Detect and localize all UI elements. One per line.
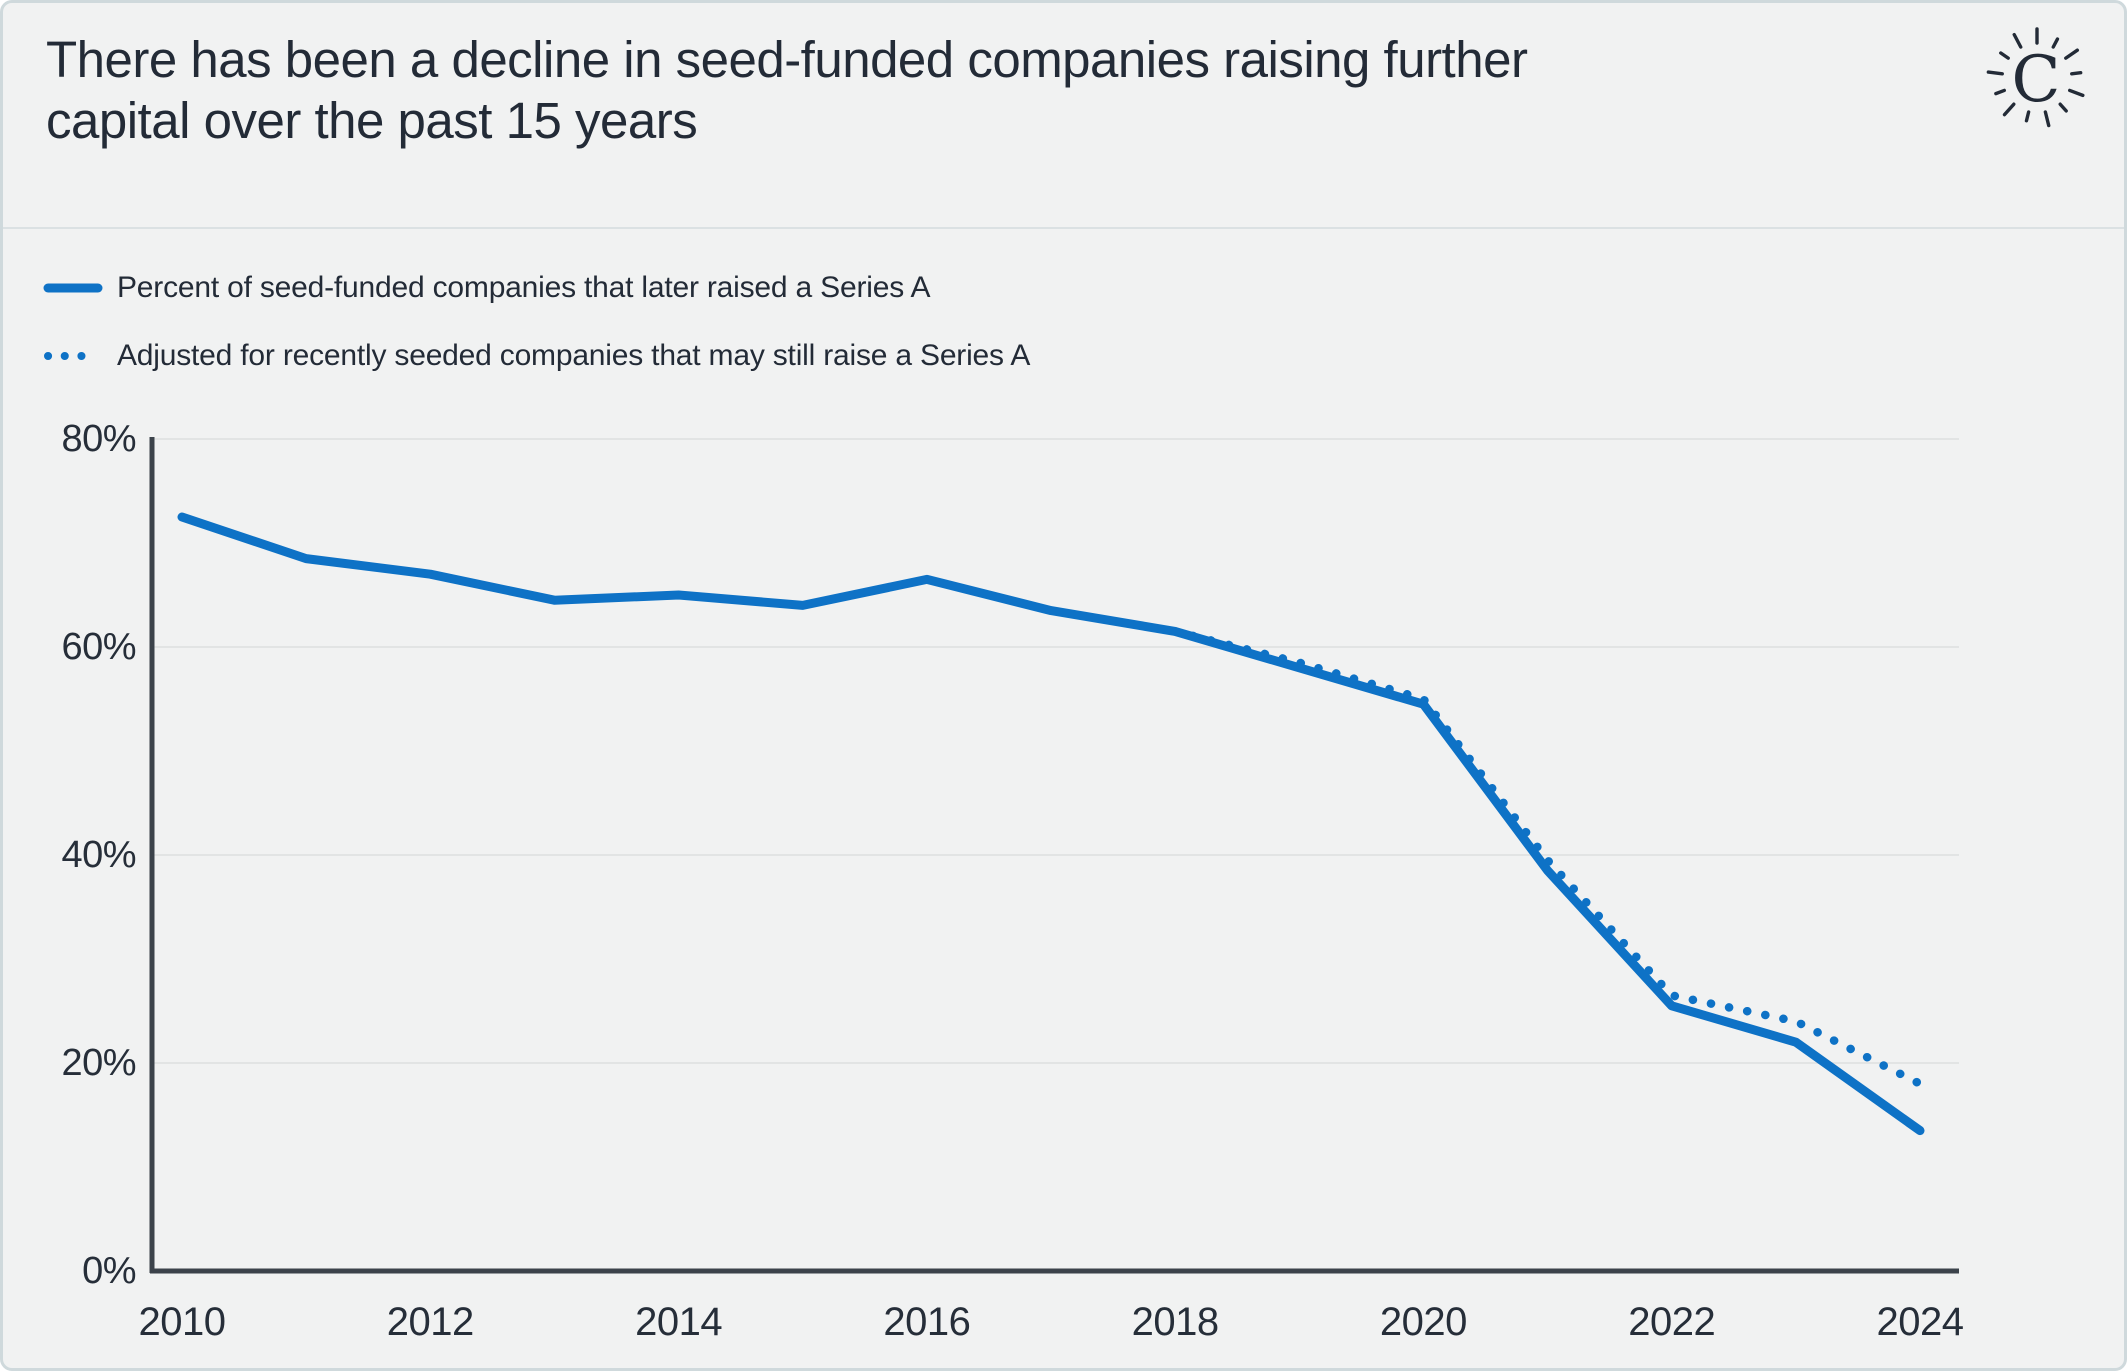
y-tick-label: 20% bbox=[61, 1042, 136, 1084]
legend-label: Percent of seed-funded companies that la… bbox=[117, 271, 931, 304]
logo-ray bbox=[2051, 37, 2060, 49]
y-tick-label: 40% bbox=[61, 834, 136, 876]
logo-ray bbox=[2070, 70, 2083, 76]
legend-swatch-solid-icon bbox=[43, 283, 103, 293]
x-tick-label: 2022 bbox=[1628, 1300, 1715, 1344]
x-tick-label: 2012 bbox=[387, 1300, 474, 1344]
logo-ray bbox=[1999, 51, 2010, 60]
logo-ray bbox=[1994, 88, 2006, 96]
carta-logo-icon: C bbox=[1986, 27, 2085, 128]
y-tick-label: 0% bbox=[82, 1250, 136, 1292]
title-line-1: There has been a decline in seed-funded … bbox=[46, 31, 1528, 88]
x-tick-label: 2024 bbox=[1877, 1300, 1964, 1344]
x-tick-label: 2010 bbox=[139, 1300, 226, 1344]
logo-rays bbox=[1986, 27, 2085, 128]
logo-ray bbox=[2064, 48, 2080, 60]
series-solid-line bbox=[177, 512, 1925, 1136]
logo-ray bbox=[2058, 102, 2068, 113]
page-title: There has been a decline in seed-funded … bbox=[46, 29, 1528, 151]
legend-item-dotted: Adjusted for recently seeded companies t… bbox=[43, 337, 1030, 375]
logo-ray bbox=[2068, 88, 2085, 98]
logo-ray bbox=[2012, 32, 2023, 49]
x-tick-label: 2020 bbox=[1380, 1300, 1467, 1344]
title-line-2: capital over the past 15 years bbox=[46, 92, 698, 149]
x-tick-label: 2014 bbox=[635, 1300, 722, 1344]
chart-plot: 0% 20% 40% 60% 80% 2010 2012 2014 2016 2018 2020 20… bbox=[61, 418, 1964, 1344]
legend-label: Adjusted for recently seeded companies t… bbox=[117, 339, 1031, 372]
legend-item-solid: Percent of seed-funded companies that la… bbox=[43, 269, 1030, 307]
logo-ray bbox=[2024, 110, 2031, 123]
y-tick-label: 60% bbox=[61, 626, 136, 668]
series-dotted-line bbox=[1170, 627, 1925, 1089]
header-divider bbox=[3, 227, 2124, 229]
chart-legend: Percent of seed-funded companies that la… bbox=[43, 269, 1030, 375]
y-tick-label: 80% bbox=[61, 418, 136, 460]
x-tick-label: 2016 bbox=[883, 1300, 970, 1344]
logo-ray bbox=[2002, 102, 2016, 117]
logo-ray bbox=[1986, 70, 2004, 76]
logo-letter: C bbox=[2012, 43, 2061, 117]
x-tick-label: 2018 bbox=[1132, 1300, 1219, 1344]
logo-ray bbox=[2043, 110, 2051, 128]
